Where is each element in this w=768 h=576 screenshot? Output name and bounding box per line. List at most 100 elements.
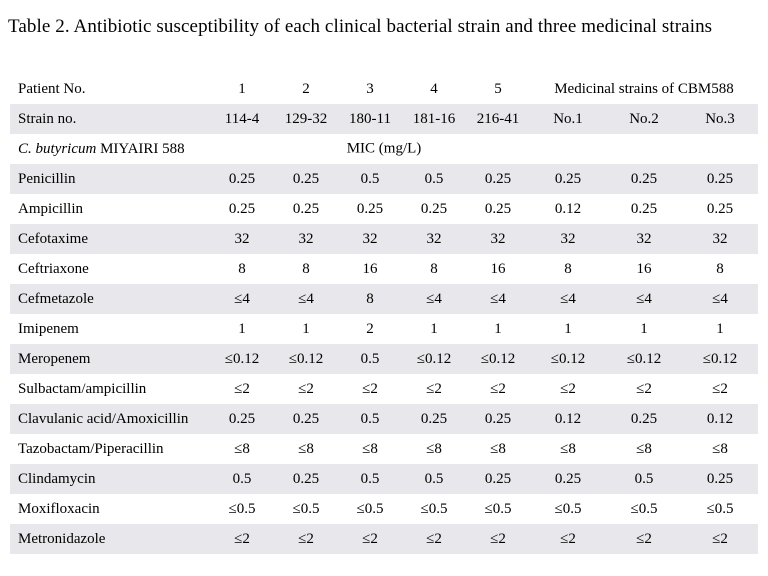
patient-number: 2 (302, 80, 310, 97)
antibiotic-name-cell: Metronidazole (10, 524, 210, 554)
antibiotic-name-cell: Tazobactam/Piperacillin (18, 440, 164, 457)
mic-value-cell: 8 (238, 260, 246, 277)
strain-id: No.3 (682, 104, 758, 134)
strain-id: 129-32 (274, 104, 338, 134)
mic-value-cell: 0.25 (274, 404, 338, 434)
mic-value-cell: 8 (564, 260, 572, 277)
mic-value-cell: 16 (362, 260, 378, 277)
mic-value-cell: 0.25 (466, 464, 530, 494)
strain-id: 216-41 (466, 104, 530, 134)
mic-value-cell: ≤8 (298, 440, 314, 457)
mic-value-cell: ≤0.5 (292, 500, 320, 517)
antibiotic-name-cell: Clavulanic acid/Amoxicillin (10, 404, 210, 434)
mic-value-cell: ≤0.5 (554, 500, 582, 517)
mic-value-cell: 8 (302, 260, 310, 277)
mic-value-cell: ≤4 (606, 284, 682, 314)
antibiotic-name-cell: Penicillin (10, 164, 210, 194)
medicinal-strains-group-label: Medicinal strains of CBM588 (554, 80, 734, 97)
strain-id: No.1 (530, 104, 606, 134)
mic-value-cell: 8 (338, 284, 402, 314)
antibiotic-row: Imipenem 1 1 2 1 1 1 1 1 (10, 314, 758, 344)
mic-value-cell: 1 (716, 320, 724, 337)
antibiotic-name-cell: Sulbactam/ampicillin (18, 380, 147, 397)
mic-value-cell: 0.25 (484, 200, 512, 217)
mic-value-cell: ≤8 (636, 440, 652, 457)
patient-number: 1 (238, 80, 246, 97)
strain-id: 181-16 (402, 104, 466, 134)
mic-value-cell: 0.25 (606, 404, 682, 434)
mic-value-cell: 0.25 (530, 464, 606, 494)
antibiotic-row: Penicillin 0.25 0.25 0.5 0.5 0.25 0.25 0.25 0.25 (10, 164, 758, 194)
mic-value-cell: 0.5 (338, 164, 402, 194)
mic-value-cell: 0.25 (292, 200, 320, 217)
species-row: C. butyricum MIYAIRI 588 MIC (mg/L) (10, 134, 758, 164)
mic-value-cell: 0.25 (706, 200, 734, 217)
mic-value-cell: ≤2 (274, 524, 338, 554)
mic-value-cell: 1 (430, 320, 438, 337)
mic-value-cell: ≤2 (560, 380, 576, 397)
antibiotic-row: Cefmetazole ≤4 ≤4 8 ≤4 ≤4 ≤4 ≤4 ≤4 (10, 284, 758, 314)
patient-header-row: Patient No. 1 2 3 4 5 Medicinal strains … (10, 74, 758, 104)
mic-value-cell: ≤8 (234, 440, 250, 457)
mic-value-cell: 0.25 (210, 404, 274, 434)
mic-value-cell: ≤2 (298, 380, 314, 397)
mic-value-cell: ≤0.5 (228, 500, 256, 517)
antibiotic-name-cell: Cefmetazole (10, 284, 210, 314)
mic-value-cell: 0.5 (210, 464, 274, 494)
mic-value-cell: ≤2 (466, 524, 530, 554)
mic-value-cell: 0.25 (402, 404, 466, 434)
mic-value-cell: ≤4 (466, 284, 530, 314)
table-title: Table 2. Antibiotic susceptibility of ea… (8, 16, 713, 37)
mic-value-cell: ≤0.5 (420, 500, 448, 517)
mic-value-cell: 32 (682, 224, 758, 254)
mic-value-cell: 0.25 (606, 164, 682, 194)
mic-value-cell: 8 (430, 260, 438, 277)
strain-id: 180-11 (338, 104, 402, 134)
patient-number: 3 (366, 80, 374, 97)
mic-value-cell: ≤2 (402, 524, 466, 554)
species-name: C. butyricum MIYAIRI 588 (18, 140, 185, 157)
antibiotic-row: Ampicillin 0.25 0.25 0.25 0.25 0.25 0.12 0.25 0.… (10, 194, 758, 224)
mic-value-cell: 0.25 (420, 200, 448, 217)
mic-value-cell: 0.25 (466, 164, 530, 194)
antibiotic-row: Ceftriaxone 8 8 16 8 16 8 16 8 (10, 254, 758, 284)
mic-value-cell: ≤0.5 (484, 500, 512, 517)
mic-value-cell: 32 (210, 224, 274, 254)
strain-header-row: Strain no. 114-4 129-32 180-11 181-16 21… (10, 104, 758, 134)
mic-value-cell: 32 (466, 224, 530, 254)
mic-value-cell: ≤0.12 (606, 344, 682, 374)
antibiotic-rows-body: Penicillin 0.25 0.25 0.5 0.5 0.25 0.25 0.25 0.25… (10, 164, 758, 554)
antibiotic-name-cell: Meropenem (10, 344, 210, 374)
mic-value-cell: 0.5 (402, 164, 466, 194)
mic-value-cell: ≤2 (234, 380, 250, 397)
mic-value-cell: ≤2 (606, 524, 682, 554)
mic-value-cell: 32 (274, 224, 338, 254)
mic-value-cell: 1 (640, 320, 648, 337)
mic-value-cell: ≤4 (210, 284, 274, 314)
mic-value-cell: 0.25 (682, 464, 758, 494)
antibiotic-row: Meropenem ≤0.12 ≤0.12 0.5 ≤0.12 ≤0.12 ≤0.12 ≤0.… (10, 344, 758, 374)
mic-value-cell: 0.12 (530, 404, 606, 434)
mic-value-cell: ≤8 (426, 440, 442, 457)
strain-id: No.2 (606, 104, 682, 134)
mic-value-cell: ≤8 (560, 440, 576, 457)
mic-value-cell: 0.25 (466, 404, 530, 434)
mic-value-cell: 0.12 (554, 200, 582, 217)
mic-value-cell: ≤4 (274, 284, 338, 314)
mic-value-cell: 8 (716, 260, 724, 277)
mic-value-cell: 0.5 (402, 464, 466, 494)
mic-value-cell: 0.25 (682, 164, 758, 194)
antibiotic-name-cell: Clindamycin (10, 464, 210, 494)
antibiotic-name-cell: Imipenem (18, 320, 79, 337)
mic-value-cell: 1 (564, 320, 572, 337)
mic-value-cell: 0.25 (210, 164, 274, 194)
susceptibility-table: Patient No. 1 2 3 4 5 Medicinal strains … (10, 74, 758, 554)
mic-value-cell: 32 (402, 224, 466, 254)
patient-no-label: Patient No. (18, 80, 86, 97)
patient-number: 4 (430, 80, 438, 97)
mic-value-cell: 32 (530, 224, 606, 254)
mic-unit-label: MIC (mg/L) (346, 140, 422, 157)
mic-value-cell: 0.12 (682, 404, 758, 434)
mic-value-cell: ≤2 (210, 524, 274, 554)
